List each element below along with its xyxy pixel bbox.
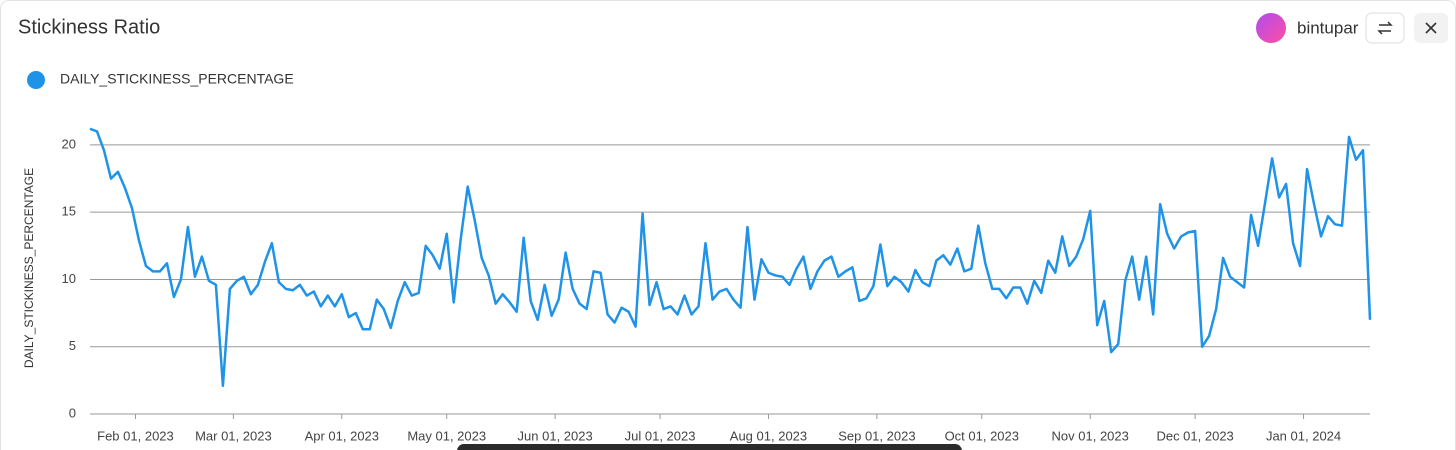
x-tick-label: Nov 01, 2023 bbox=[1052, 428, 1129, 443]
close-icon bbox=[1425, 22, 1437, 34]
x-tick-label: Oct 01, 2023 bbox=[945, 428, 1019, 443]
swap-icon bbox=[1377, 21, 1393, 35]
user-avatar[interactable] bbox=[1256, 13, 1286, 43]
legend-marker bbox=[27, 71, 45, 89]
user-name[interactable]: bintupar bbox=[1297, 18, 1359, 37]
x-tick-label: Jul 01, 2023 bbox=[625, 428, 696, 443]
x-tick-label: Sep 01, 2023 bbox=[838, 428, 915, 443]
data-line bbox=[89, 127, 1372, 387]
x-tick-label: Aug 01, 2023 bbox=[730, 428, 807, 443]
swap-button[interactable] bbox=[1365, 12, 1405, 44]
y-tick-label: 5 bbox=[69, 338, 76, 353]
x-tick-label: Apr 01, 2023 bbox=[305, 428, 379, 443]
x-tick-label: Feb 01, 2023 bbox=[97, 428, 174, 443]
x-tick-label: Jun 01, 2023 bbox=[518, 428, 593, 443]
x-tick-label: Mar 01, 2023 bbox=[195, 428, 272, 443]
y-tick-label: 15 bbox=[62, 204, 76, 219]
y-tick-label: 20 bbox=[62, 136, 76, 151]
plot: 0 5 10 15 20 Feb 01, 2023 Mar 01, 2023 Apr 01, … bbox=[22, 71, 1372, 443]
x-tick-label: Dec 01, 2023 bbox=[1156, 428, 1233, 443]
y-tick-label: 0 bbox=[69, 405, 76, 420]
x-tick-label: Jan 01, 2024 bbox=[1266, 428, 1341, 443]
card-title: Stickiness Ratio bbox=[18, 16, 160, 38]
y-axis-title: DAILY_STICKINESS_PERCENTAGE bbox=[22, 168, 36, 368]
legend-label: DAILY_STICKINESS_PERCENTAGE bbox=[60, 71, 294, 87]
y-tick-label: 10 bbox=[62, 271, 76, 286]
scrollbar[interactable] bbox=[457, 444, 962, 450]
x-tick-label: May 01, 2023 bbox=[407, 428, 486, 443]
